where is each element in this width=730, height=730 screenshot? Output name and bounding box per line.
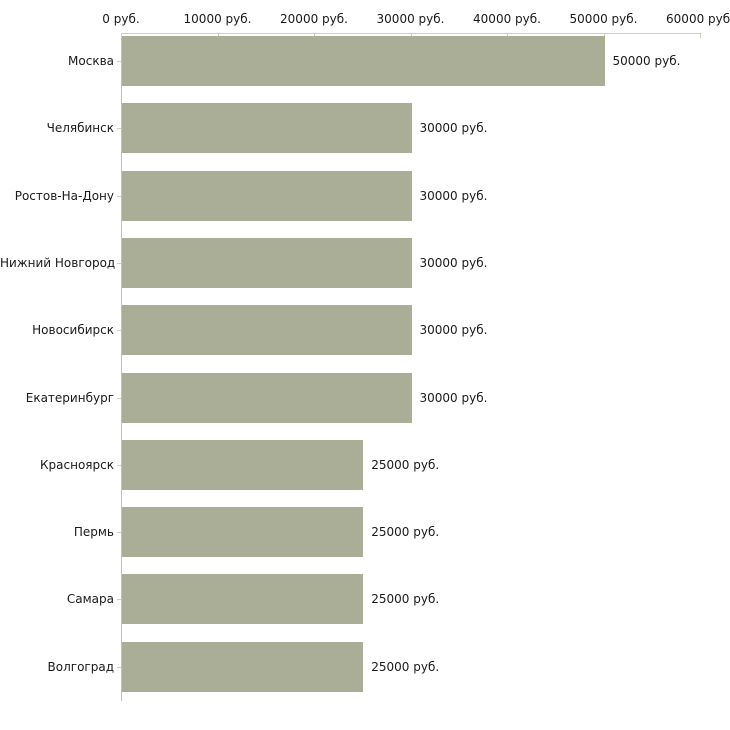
- y-tick-mark: [117, 128, 121, 130]
- bar: [122, 103, 412, 154]
- y-tick-mark: [117, 262, 121, 264]
- category-label: Новосибирск: [32, 323, 114, 338]
- y-tick-mark: [117, 464, 121, 466]
- y-tick-mark: [117, 599, 121, 601]
- bar: [122, 439, 364, 490]
- bar: [122, 36, 605, 86]
- x-tick-label: 0 руб.: [102, 12, 140, 26]
- category-label: Волгоград: [47, 659, 114, 674]
- x-tick-label: 50000 руб.: [569, 12, 638, 26]
- x-tick-mark: [700, 33, 701, 38]
- x-tick-mark: [314, 33, 315, 38]
- category-label: Нижний Новгород: [0, 255, 116, 270]
- bar: [122, 170, 412, 221]
- bar: [122, 372, 412, 423]
- category-label: Екатеринбург: [25, 390, 114, 405]
- x-tick-mark: [410, 33, 412, 38]
- value-label: 30000 руб.: [419, 323, 488, 338]
- x-tick-label: 40000 руб.: [473, 12, 541, 26]
- x-tick-label: 10000 руб.: [183, 12, 252, 26]
- x-tick-mark: [507, 33, 508, 38]
- value-label: 30000 руб.: [419, 255, 488, 270]
- value-label: 25000 руб.: [371, 592, 440, 607]
- bar: [122, 305, 412, 356]
- x-tick-mark: [121, 33, 122, 38]
- value-label: 30000 руб.: [419, 390, 488, 405]
- value-label: 25000 руб.: [371, 659, 440, 674]
- y-tick-mark: [117, 666, 121, 668]
- value-label: 30000 руб.: [419, 188, 488, 203]
- bar: [122, 641, 364, 692]
- category-label: Пермь: [73, 525, 114, 540]
- category-label: Москва: [68, 54, 114, 68]
- value-label: 25000 руб.: [371, 457, 440, 472]
- bar: [122, 237, 412, 288]
- value-label: 30000 руб.: [419, 121, 488, 136]
- x-tick-label: 30000 руб.: [376, 12, 445, 26]
- category-label: Ростов-На-Дону: [14, 188, 114, 203]
- y-tick-mark: [117, 330, 121, 332]
- y-tick-mark: [117, 61, 121, 62]
- value-label: 25000 руб.: [371, 525, 440, 540]
- category-label: Челябинск: [46, 121, 114, 136]
- x-tick-mark: [217, 33, 219, 38]
- bar: [122, 574, 364, 625]
- x-tick-label: 60000 руб.: [666, 12, 730, 26]
- category-label: Самара: [66, 592, 114, 607]
- x-tick-label: 20000 руб.: [280, 12, 348, 26]
- x-tick-mark: [603, 33, 605, 38]
- bar: [122, 507, 364, 558]
- category-label: Красноярск: [40, 457, 114, 472]
- y-tick-mark: [117, 532, 121, 534]
- value-label: 50000 руб.: [612, 54, 681, 68]
- y-tick-mark: [117, 397, 121, 399]
- y-axis-line: [121, 33, 122, 701]
- y-tick-mark: [117, 195, 121, 197]
